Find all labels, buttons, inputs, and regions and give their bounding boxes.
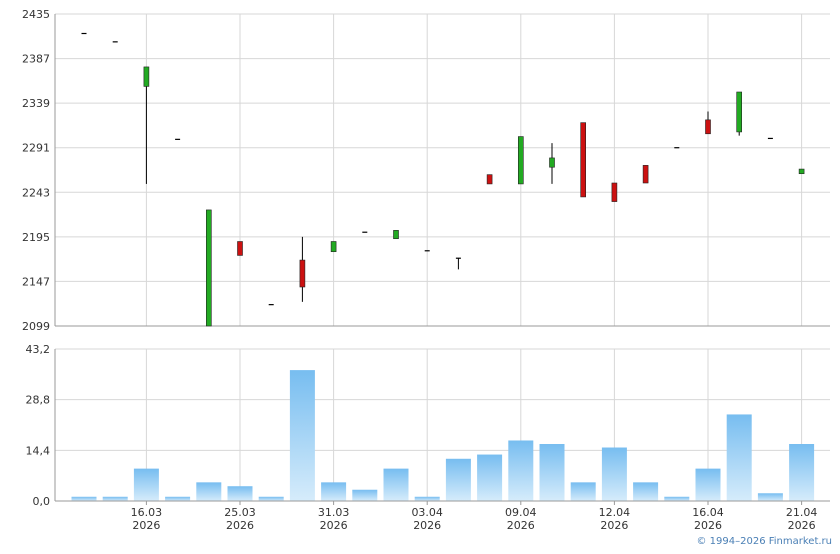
candle-body — [580, 122, 587, 198]
volume-bar — [570, 482, 596, 501]
x-tick-date: 16.04 — [692, 506, 724, 519]
volume-bar — [633, 482, 659, 501]
price-tick-label: 2339 — [22, 97, 50, 110]
price-tick-label: 2147 — [22, 275, 50, 288]
x-tick-date: 25.03 — [224, 506, 256, 519]
volume-bar — [383, 468, 409, 501]
price-tick-label: 2243 — [22, 186, 50, 199]
volume-bar — [445, 458, 471, 501]
price-tick-label: 2195 — [22, 231, 50, 244]
volume-bar — [352, 489, 378, 501]
candle — [642, 165, 649, 184]
x-tick-date: 03.04 — [411, 506, 443, 519]
candle-body — [798, 168, 805, 175]
volume-bar — [477, 454, 503, 501]
candle-body — [393, 230, 399, 240]
volume-bar — [289, 370, 315, 501]
candle — [517, 136, 524, 185]
price-tick-label: 2435 — [22, 8, 50, 21]
x-tick-year: 2026 — [507, 519, 535, 532]
candle — [486, 174, 493, 185]
candle — [393, 230, 399, 240]
candles — [81, 32, 805, 327]
volume-bar — [789, 444, 815, 501]
candle — [206, 209, 212, 327]
volume-bars — [71, 370, 815, 501]
x-tick-year: 2026 — [600, 519, 628, 532]
volume-bar — [133, 468, 159, 501]
candle — [143, 66, 150, 184]
candle — [299, 236, 306, 302]
volume-bar — [508, 440, 534, 501]
candle — [705, 111, 711, 135]
price-tick-label: 2387 — [22, 53, 50, 66]
candle-body — [299, 259, 306, 288]
candle-body — [143, 66, 150, 87]
candle — [798, 168, 805, 175]
volume-bar — [227, 486, 253, 501]
volume-tick-label: 14,4 — [26, 444, 51, 457]
candle-body — [611, 182, 618, 202]
candle — [611, 182, 618, 202]
volume-bar — [539, 444, 565, 501]
volume-bar — [726, 414, 752, 501]
x-tick-year: 2026 — [788, 519, 816, 532]
x-tick-date: 31.03 — [318, 506, 350, 519]
x-tick-year: 2026 — [132, 519, 160, 532]
candle-body — [486, 174, 493, 185]
x-tick-date: 21.04 — [786, 506, 818, 519]
x-tick-year: 2026 — [226, 519, 254, 532]
candle — [330, 241, 337, 253]
x-tick-year: 2026 — [320, 519, 348, 532]
volume-bar — [196, 482, 222, 501]
volume-bar — [102, 496, 128, 501]
candle-body — [705, 119, 711, 135]
volume-bar — [414, 496, 440, 501]
x-tick-date: 09.04 — [505, 506, 537, 519]
volume-bar — [757, 493, 783, 501]
price-tick-label: 2099 — [22, 320, 50, 333]
candle — [237, 241, 243, 256]
candle — [736, 91, 743, 136]
volume-tick-label: 43,2 — [26, 343, 51, 356]
volume-tick-label: 28,8 — [26, 394, 51, 407]
volume-bar — [601, 447, 627, 501]
volume-panel: 43,2 28,8 14,4 0,0 — [26, 343, 830, 508]
candle-body — [517, 136, 524, 185]
candle-body — [330, 241, 337, 253]
candle-body — [237, 241, 243, 256]
copyright-credit: © 1994–2026 Finmarket.ru — [696, 536, 832, 547]
volume-bar — [321, 482, 347, 501]
volume-bar — [258, 496, 284, 501]
candle-body — [736, 91, 743, 133]
candle — [549, 143, 555, 184]
candle-body — [206, 209, 212, 327]
candle — [580, 122, 587, 198]
volume-tick-label: 0,0 — [33, 495, 51, 508]
price-panel: 2435 2387 2339 2291 2243 2195 2147 2099 — [22, 8, 830, 333]
volume-bar — [695, 468, 721, 501]
volume-bar — [664, 496, 690, 501]
candle-body — [642, 165, 649, 184]
x-tick-date: 12.04 — [599, 506, 631, 519]
price-tick-label: 2291 — [22, 142, 50, 155]
x-tick-year: 2026 — [413, 519, 441, 532]
candle — [455, 257, 461, 270]
x-tick-year: 2026 — [694, 519, 722, 532]
candle-body — [549, 157, 555, 168]
x-tick-date: 16.03 — [131, 506, 163, 519]
x-axis-labels: 16.03202625.03202631.03202603.04202609.0… — [131, 501, 818, 532]
volume-bar — [71, 496, 97, 501]
volume-bar — [165, 496, 191, 501]
